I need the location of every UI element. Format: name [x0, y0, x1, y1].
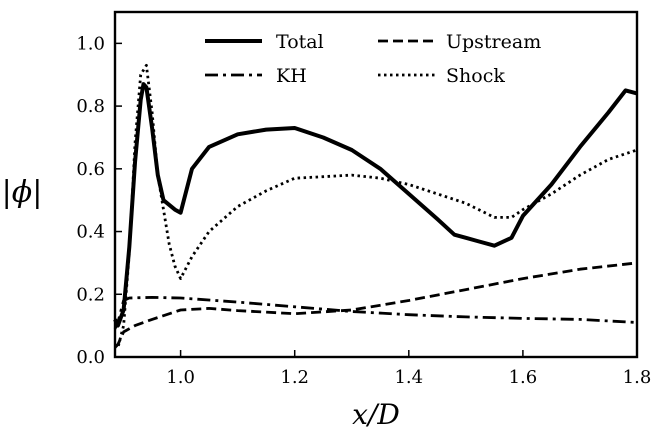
- legend-label-total: Total: [276, 31, 324, 53]
- x-tick-label: 1.6: [509, 367, 538, 388]
- x-tick-label: 1.8: [623, 367, 652, 388]
- x-tick-label: 1.4: [394, 367, 423, 388]
- x-axis-label: x/D: [352, 398, 400, 431]
- y-axis-label: |ϕ|: [2, 175, 43, 210]
- y-tick-label: 0.0: [76, 347, 105, 368]
- x-tick-label: 1.0: [166, 367, 195, 388]
- ticks-layer: 1.0 1.2 1.4 1.6 1.8 0.0 0.2 0.4 0.6 0.8 1.0: [76, 33, 651, 388]
- y-tick-label: 0.4: [76, 222, 105, 243]
- y-tick-label: 0.2: [76, 284, 105, 305]
- y-tick-label: 1.0: [76, 33, 105, 54]
- legend-label-upstream: Upstream: [446, 31, 541, 53]
- series-line-total: [113, 82, 638, 328]
- y-tick-label: 0.6: [76, 159, 105, 180]
- series-line-kh: [113, 295, 638, 330]
- y-tick-label: 0.8: [76, 96, 105, 117]
- series-layer: [113, 63, 638, 350]
- series-line-shock: [113, 63, 638, 350]
- x-tick-label: 1.2: [280, 367, 309, 388]
- legend-label-shock: Shock: [446, 65, 505, 87]
- legend: Total KH Upstream Shock: [205, 31, 541, 87]
- series-line-upstream: [113, 261, 638, 349]
- plot-frame: [113, 10, 639, 359]
- legend-label-kh: KH: [276, 65, 307, 87]
